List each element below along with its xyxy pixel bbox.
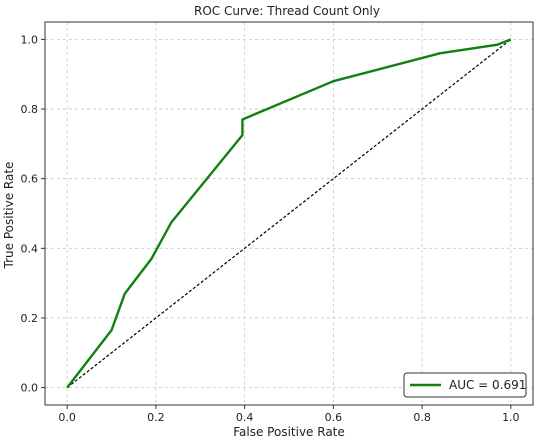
y-tick-label: 1.0	[21, 33, 39, 46]
x-tick-label: 0.6	[325, 411, 343, 424]
y-tick-label: 0.2	[21, 312, 39, 325]
x-tick-label: 0.2	[147, 411, 165, 424]
diagonal-reference-line	[66, 38, 512, 389]
x-tick-label: 1.0	[502, 411, 520, 424]
chart-title: ROC Curve: Thread Count Only	[194, 4, 380, 18]
legend-box	[403, 372, 527, 398]
grid-layer	[45, 22, 533, 405]
legend: AUC = 0.691	[403, 372, 527, 398]
x-tick-label: 0.0	[58, 411, 76, 424]
y-tick-label: 0.4	[21, 242, 39, 255]
x-tick-label: 0.8	[413, 411, 431, 424]
plot-frame	[44, 21, 534, 406]
x-tick-label: 0.4	[236, 411, 254, 424]
y-axis-label: True Positive Rate	[2, 162, 16, 270]
x-axis-label: False Positive Rate	[233, 425, 345, 439]
series-layer	[66, 38, 512, 389]
y-tick-label: 0.8	[21, 103, 39, 116]
roc-curve-line	[66, 38, 512, 389]
legend-label: AUC = 0.691	[449, 378, 526, 392]
ticks-layer: 0.0 0.2 0.4 0.6 0.8 1.0 0.0 0.2 0.4 0.6 0.8 1.0	[21, 33, 520, 424]
y-tick-label: 0.6	[21, 173, 39, 186]
y-tick-label: 0.0	[21, 382, 39, 395]
